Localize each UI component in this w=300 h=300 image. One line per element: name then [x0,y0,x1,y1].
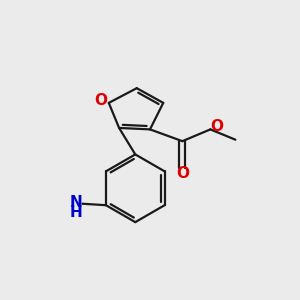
Text: O: O [94,93,107,108]
Text: N: N [70,195,82,210]
Text: O: O [176,166,189,181]
Text: O: O [210,119,223,134]
Text: H: H [70,205,82,220]
